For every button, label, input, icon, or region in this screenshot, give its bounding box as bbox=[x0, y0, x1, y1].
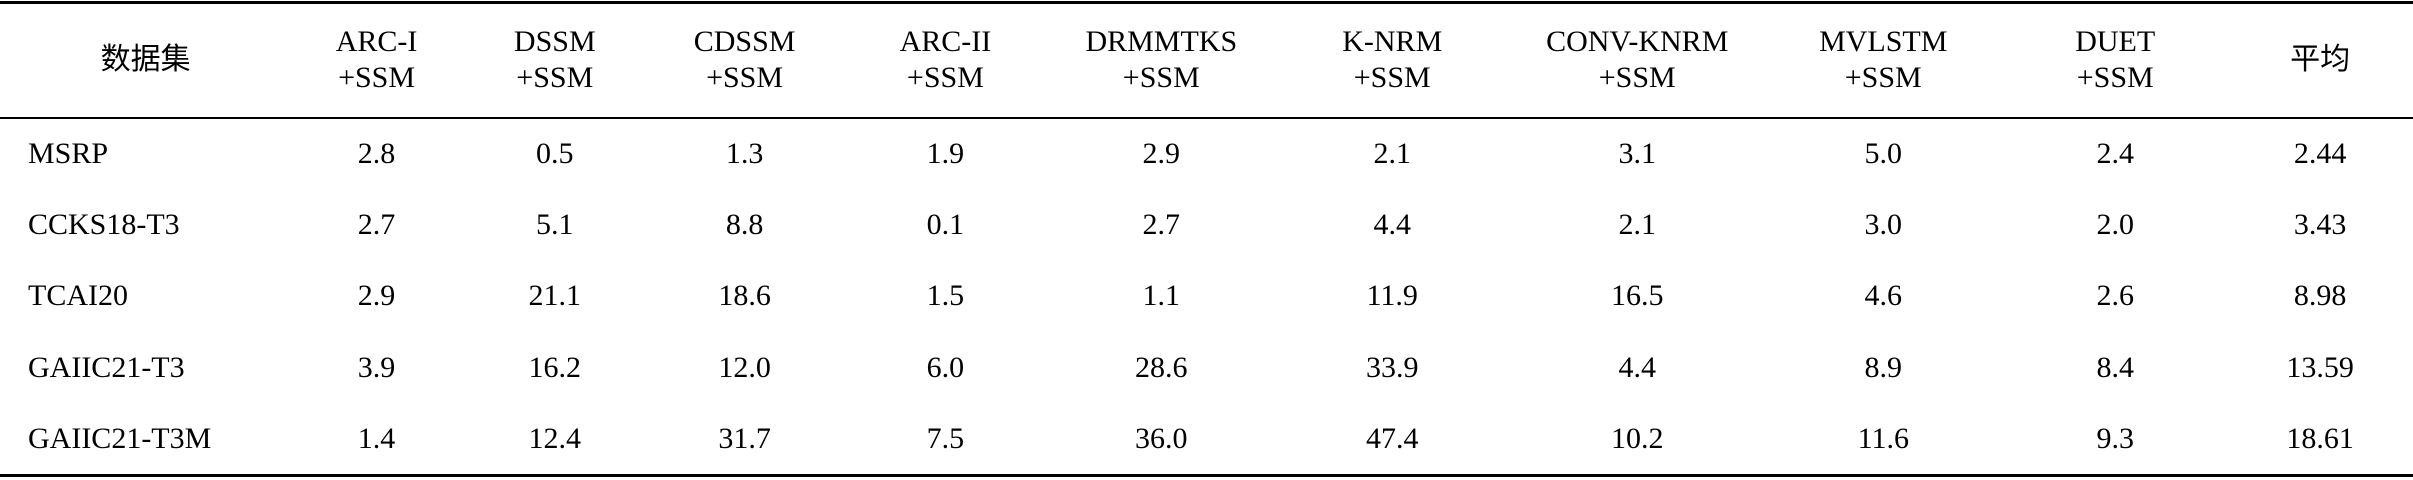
value-cell: 1.5 bbox=[926, 279, 965, 313]
value-cell: 2.0 bbox=[2096, 207, 2134, 241]
data-row: CCKS18-T3 2.7 5.1 8.8 0.1 2.7 4.4 2.1 3.0 2.0 3.43 bbox=[0, 189, 2413, 261]
header-line: +SSM bbox=[706, 61, 784, 95]
header-line: +SSM bbox=[2076, 61, 2154, 95]
value-cell: 21.1 bbox=[528, 279, 582, 313]
value-cell: 7.5 bbox=[926, 421, 965, 455]
value-cell: 3.1 bbox=[1618, 136, 1657, 170]
header-cell: DRMMTKS +SSM bbox=[1049, 3, 1273, 118]
value-cell: 18.61 bbox=[2286, 421, 2354, 455]
dataset-name: GAIIC21-T3M bbox=[28, 421, 212, 455]
value-cell: 1.3 bbox=[725, 136, 764, 170]
header-cell: 平均 bbox=[2227, 3, 2413, 118]
header-line: +SSM bbox=[1598, 61, 1676, 95]
header-cell: CONV-KNRM +SSM bbox=[1511, 3, 1763, 118]
header-line: +SSM bbox=[1844, 61, 1922, 95]
header-line: +SSM bbox=[906, 61, 984, 95]
dataset-name: TCAI20 bbox=[28, 279, 128, 313]
header-line: CONV-KNRM bbox=[1546, 25, 1729, 59]
header-cell: 数据集 bbox=[0, 3, 291, 118]
data-row: MSRP 2.8 0.5 1.3 1.9 2.9 2.1 3.1 5.0 2.4 2.44 bbox=[0, 118, 2413, 190]
header-line: +SSM bbox=[1353, 61, 1431, 95]
value-cell: 8.9 bbox=[1864, 351, 1903, 385]
data-row: GAIIC21-T3M 1.4 12.4 31.7 7.5 36.0 47.4 10.2 11.… bbox=[0, 404, 2413, 476]
value-cell: 5.1 bbox=[536, 207, 574, 241]
data-row: GAIIC21-T3 3.9 16.2 12.0 6.0 28.6 33.9 4.4 8.9 8.… bbox=[0, 332, 2413, 404]
value-cell: 3.0 bbox=[1864, 207, 1903, 241]
value-cell: 2.7 bbox=[357, 207, 396, 241]
data-row: TCAI20 2.9 21.1 18.6 1.5 1.1 11.9 16.5 4.6 2.6 8.9… bbox=[0, 261, 2413, 333]
value-cell: 2.4 bbox=[2096, 136, 2134, 170]
header-cell: ARC-II +SSM bbox=[841, 3, 1049, 118]
value-cell: 12.0 bbox=[718, 351, 771, 385]
value-cell: 2.6 bbox=[2096, 279, 2134, 313]
header-line: 数据集 bbox=[100, 43, 191, 77]
value-cell: 28.6 bbox=[1135, 351, 1188, 385]
dataset-name: MSRP bbox=[28, 136, 109, 170]
value-cell: 10.2 bbox=[1611, 421, 1664, 455]
value-cell: 1.1 bbox=[1142, 279, 1181, 313]
header-cell: DUET +SSM bbox=[2003, 3, 2227, 118]
header-line: DSSM bbox=[513, 25, 596, 59]
header-line: +SSM bbox=[516, 61, 594, 95]
value-cell: 47.4 bbox=[1365, 421, 1419, 455]
header-line: +SSM bbox=[338, 61, 416, 95]
header-cell: CDSSM +SSM bbox=[648, 3, 842, 118]
value-cell: 8.98 bbox=[2293, 279, 2347, 313]
value-cell: 4.4 bbox=[1618, 351, 1657, 385]
header-cell: DSSM +SSM bbox=[462, 3, 648, 118]
value-cell: 33.9 bbox=[1365, 351, 1419, 385]
value-cell: 5.0 bbox=[1864, 136, 1903, 170]
header-cell: MVLSTM +SSM bbox=[1763, 3, 2003, 118]
value-cell: 3.9 bbox=[357, 351, 396, 385]
value-cell: 11.9 bbox=[1366, 279, 1418, 313]
value-cell: 2.44 bbox=[2293, 136, 2347, 170]
value-cell: 1.9 bbox=[926, 136, 965, 170]
header-row: 数据集 ARC-I +SSM DSSM +SSM CDSSM +SSM ARC-II +SSM D… bbox=[0, 3, 2413, 118]
value-cell: 2.1 bbox=[1373, 136, 1411, 170]
value-cell: 11.6 bbox=[1857, 421, 1909, 455]
dataset-name: GAIIC21-T3 bbox=[28, 351, 185, 385]
value-cell: 16.5 bbox=[1611, 279, 1664, 313]
value-cell: 2.9 bbox=[357, 279, 396, 313]
value-cell: 3.43 bbox=[2293, 207, 2347, 241]
header-line: 平均 bbox=[2290, 43, 2351, 77]
value-cell: 0.1 bbox=[926, 207, 965, 241]
table-header: 数据集 ARC-I +SSM DSSM +SSM CDSSM +SSM ARC-II +SSM D… bbox=[0, 2, 2413, 118]
value-cell: 8.8 bbox=[725, 207, 764, 241]
value-cell: 13.59 bbox=[2286, 351, 2354, 385]
header-line: CDSSM bbox=[693, 25, 796, 59]
table-body: MSRP 2.8 0.5 1.3 1.9 2.9 2.1 3.1 5.0 2.4 2.44 CCKS1… bbox=[0, 118, 2413, 476]
value-cell: 16.2 bbox=[528, 351, 582, 385]
value-cell: 2.8 bbox=[357, 136, 396, 170]
value-cell: 2.9 bbox=[1142, 136, 1181, 170]
header-line: DUET bbox=[2075, 25, 2156, 59]
value-cell: 31.7 bbox=[718, 421, 771, 455]
header-line: ARC-II bbox=[899, 25, 992, 59]
value-cell: 18.6 bbox=[718, 279, 771, 313]
header-line: K-NRM bbox=[1342, 25, 1443, 59]
header-line: +SSM bbox=[1122, 61, 1200, 95]
value-cell: 0.5 bbox=[536, 136, 574, 170]
value-cell: 9.3 bbox=[2096, 421, 2134, 455]
value-cell: 1.4 bbox=[357, 421, 396, 455]
value-cell: 2.1 bbox=[1618, 207, 1657, 241]
value-cell: 36.0 bbox=[1135, 421, 1188, 455]
value-cell: 4.4 bbox=[1373, 207, 1411, 241]
header-cell: ARC-I +SSM bbox=[291, 3, 462, 118]
header-cell: K-NRM +SSM bbox=[1273, 3, 1511, 118]
value-cell: 6.0 bbox=[926, 351, 965, 385]
header-line: DRMMTKS bbox=[1085, 25, 1238, 59]
header-line: MVLSTM bbox=[1819, 25, 1948, 59]
dataset-name: CCKS18-T3 bbox=[28, 207, 180, 241]
value-cell: 4.6 bbox=[1864, 279, 1903, 313]
value-cell: 12.4 bbox=[528, 421, 582, 455]
value-cell: 2.7 bbox=[1142, 207, 1181, 241]
header-line: ARC-I bbox=[335, 25, 418, 59]
value-cell: 8.4 bbox=[2096, 351, 2134, 385]
